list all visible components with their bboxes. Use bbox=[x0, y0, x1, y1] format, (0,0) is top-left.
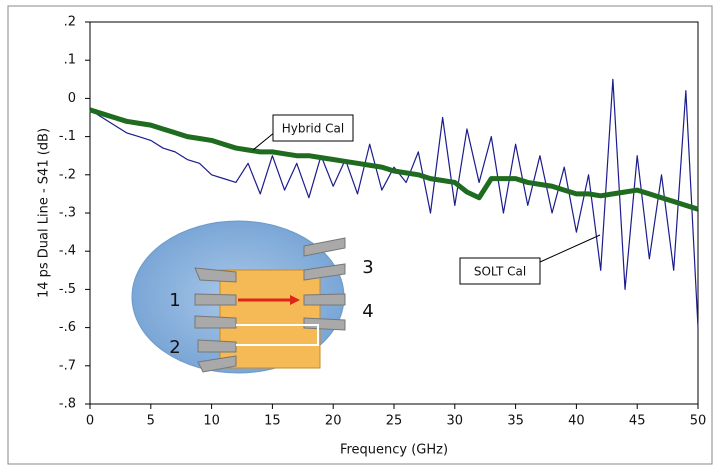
y-tick-label: -.6 bbox=[59, 320, 76, 335]
callout-line bbox=[252, 131, 276, 151]
chip bbox=[219, 269, 321, 369]
series-label: SOLT Cal bbox=[474, 265, 526, 279]
y-tick-label: -.5 bbox=[59, 282, 76, 297]
callout-line bbox=[539, 234, 601, 263]
port-label: 4 bbox=[362, 301, 373, 322]
inset bbox=[131, 220, 346, 374]
series-line bbox=[89, 107, 699, 212]
x-tick-label: 30 bbox=[447, 414, 464, 429]
y-tick-label: 0 bbox=[68, 91, 76, 106]
x-tick-label: 5 bbox=[147, 414, 155, 429]
callout-box bbox=[459, 257, 541, 285]
x-tick-label: 0 bbox=[86, 414, 94, 429]
port-label: 1 bbox=[169, 290, 180, 311]
x-tick-label: 40 bbox=[568, 414, 585, 429]
series-line bbox=[89, 78, 699, 328]
x-tick-label: 15 bbox=[264, 414, 281, 429]
port-label: 3 bbox=[362, 257, 373, 278]
y-axis-label: 14 ps Dual Line - S41 (dB) bbox=[37, 128, 52, 298]
series-label: Hybrid Cal bbox=[282, 122, 345, 136]
pads bbox=[194, 237, 346, 373]
x-axis-label: Frequency (GHz) bbox=[340, 443, 448, 458]
y-tick-label: -.4 bbox=[59, 244, 76, 259]
y-tick-label: -.8 bbox=[59, 397, 76, 412]
arrow-head bbox=[290, 295, 300, 305]
x-tick-label: 45 bbox=[629, 414, 646, 429]
x-tick-label: 50 bbox=[690, 414, 707, 429]
port-label: 2 bbox=[169, 337, 180, 358]
x-tick-label: 20 bbox=[325, 414, 342, 429]
y-tick-label: -.3 bbox=[59, 206, 76, 221]
y-tick-label: -.1 bbox=[59, 129, 76, 144]
line-trace bbox=[236, 324, 319, 346]
y-tick-label: .2 bbox=[64, 15, 76, 30]
x-tick-label: 10 bbox=[203, 414, 220, 429]
x-tick-label: 35 bbox=[507, 414, 524, 429]
frame bbox=[7, 5, 713, 465]
y-tick-label: .1 bbox=[64, 53, 76, 68]
y-tick-label: -.7 bbox=[59, 358, 76, 373]
y-tick-label: -.2 bbox=[59, 167, 76, 182]
callout-box bbox=[272, 114, 354, 142]
x-tick-label: 25 bbox=[386, 414, 403, 429]
